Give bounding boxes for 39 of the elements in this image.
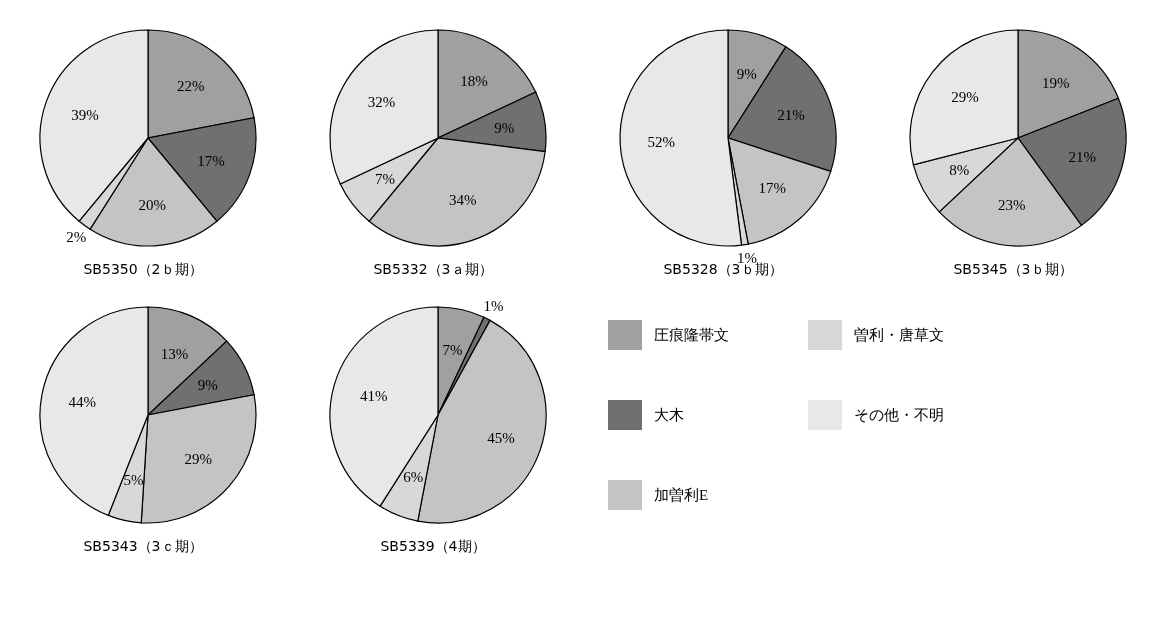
data-label: 29% [184, 451, 212, 468]
data-label: 52% [647, 134, 675, 151]
data-label: 1% [483, 298, 504, 315]
data-label: 17% [758, 180, 787, 197]
data-label: 44% [68, 394, 96, 411]
data-label: 7% [442, 341, 463, 358]
data-label: 17% [197, 152, 225, 169]
data-label: 9% [197, 376, 218, 393]
text: SB5343（3ｃ期） [82, 538, 204, 556]
data-label: 21% [777, 107, 805, 124]
data-label: 5% [123, 472, 144, 489]
data-label: 41% [359, 388, 388, 405]
data-label: 21% [1068, 148, 1097, 165]
data-label: 29% [951, 88, 979, 105]
data-label: 13% [160, 345, 189, 362]
data-label: 39% [71, 107, 99, 124]
data-label: 32% [367, 94, 396, 111]
data-label: 45% [487, 429, 515, 446]
legend-label: その他・不明 [854, 405, 944, 425]
legend-label: 圧痕隆帯文 [654, 325, 729, 345]
data-label: 22% [176, 78, 205, 95]
data-label: 9% [494, 119, 515, 136]
data-label: 23% [997, 196, 1026, 213]
legend-label: 曽利・唐草文 [854, 325, 944, 345]
data-label: 18% [460, 73, 488, 90]
data-label: 7% [375, 171, 396, 188]
text: SB5332（3ａ期） [372, 261, 494, 279]
data-label: 6% [403, 469, 424, 486]
data-label: 34% [448, 192, 477, 209]
text: SB5339（4期） [379, 538, 487, 556]
text: SB5345（3ｂ期） [952, 261, 1074, 279]
data-label: 8% [949, 162, 970, 179]
text: SB5350（2ｂ期） [82, 261, 204, 279]
data-label: 2% [66, 228, 87, 245]
legend-label: 大木 [654, 405, 684, 425]
data-label: 20% [138, 196, 166, 213]
data-label: 9% [736, 65, 757, 82]
data-label: 19% [1041, 74, 1070, 91]
legend-label: 加曽利E [654, 485, 709, 505]
